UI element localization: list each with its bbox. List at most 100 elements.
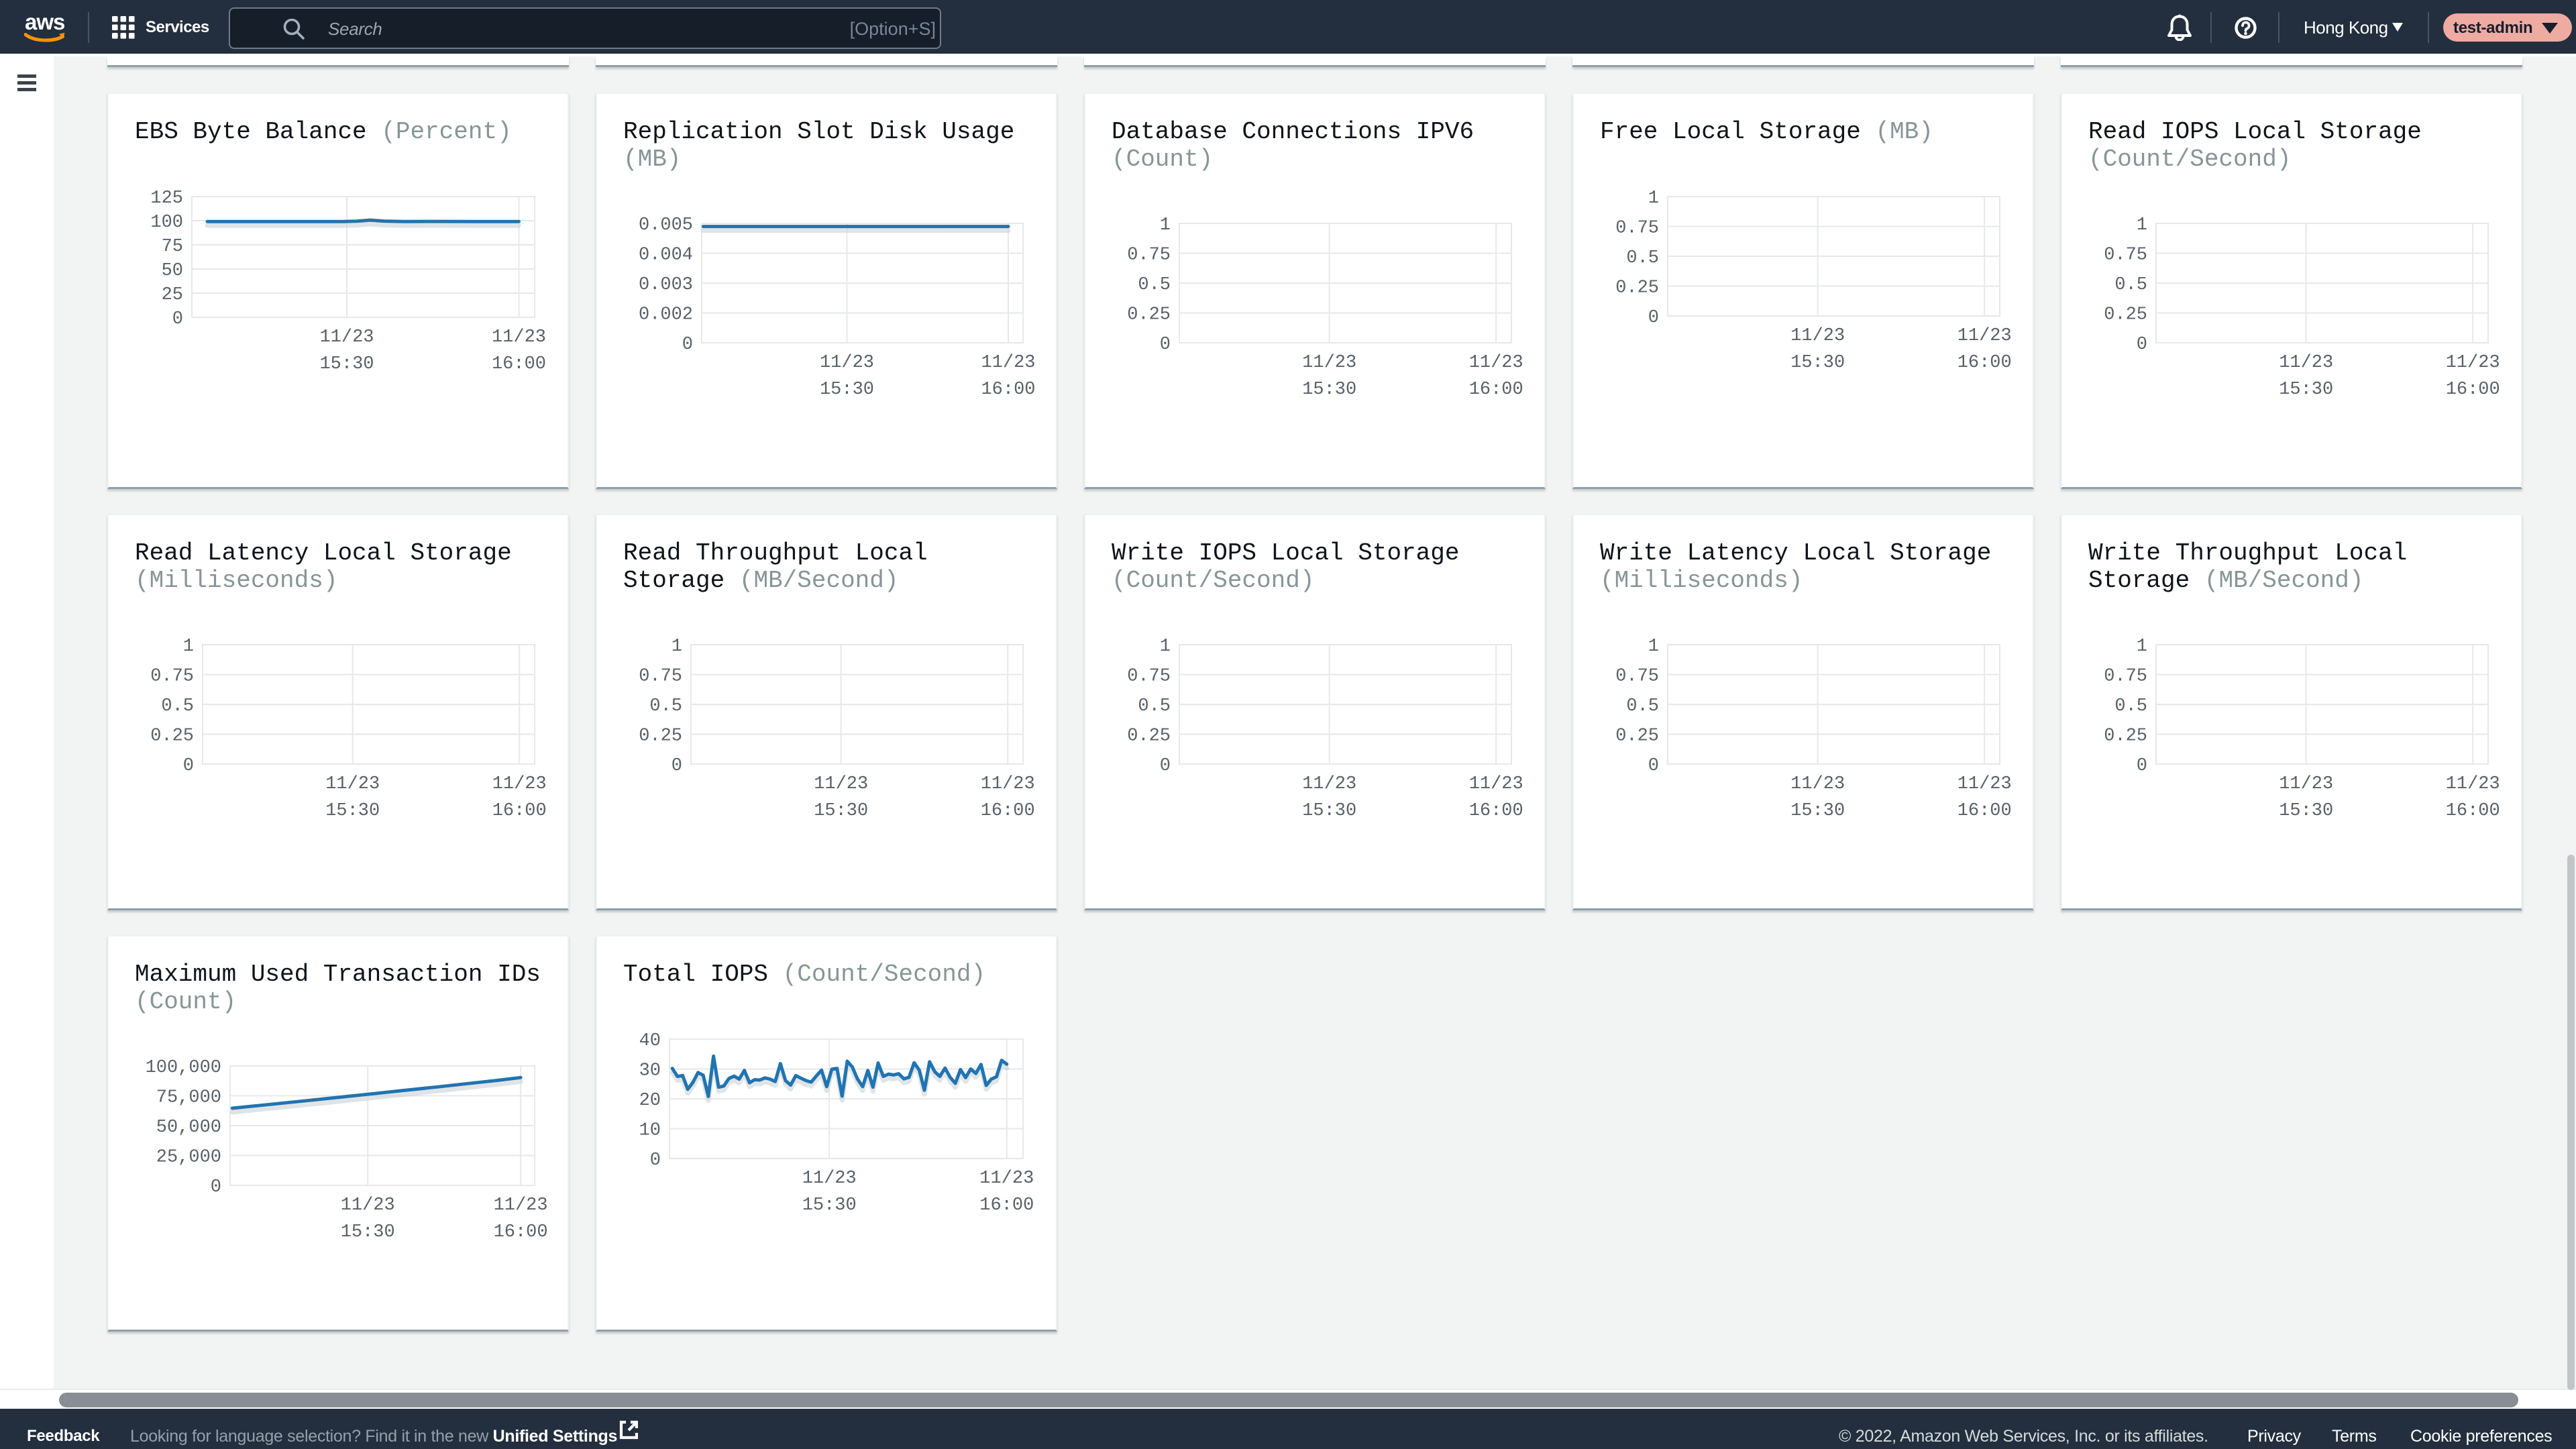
svg-text:15:30: 15:30 bbox=[814, 801, 868, 821]
svg-text:1: 1 bbox=[183, 637, 194, 657]
svg-text:0.25: 0.25 bbox=[1127, 305, 1171, 325]
svg-text:15:30: 15:30 bbox=[2279, 380, 2333, 400]
svg-text:15:30: 15:30 bbox=[802, 1195, 857, 1216]
svg-text:11/23: 11/23 bbox=[2279, 353, 2333, 373]
svg-text:11/23: 11/23 bbox=[1302, 774, 1356, 794]
svg-text:15:30: 15:30 bbox=[820, 380, 874, 400]
svg-text:11/23: 11/23 bbox=[1790, 326, 1845, 346]
svg-text:0: 0 bbox=[672, 756, 682, 776]
svg-text:1: 1 bbox=[672, 637, 682, 657]
svg-text:0: 0 bbox=[183, 756, 194, 776]
svg-text:11/23: 11/23 bbox=[802, 1169, 857, 1189]
svg-text:11/23: 11/23 bbox=[1957, 774, 2012, 794]
svg-text:0: 0 bbox=[211, 1177, 221, 1197]
svg-text:11/23: 11/23 bbox=[1469, 353, 1523, 373]
svg-text:0.004: 0.004 bbox=[639, 246, 693, 266]
svg-text:0.25: 0.25 bbox=[639, 727, 682, 747]
svg-text:16:00: 16:00 bbox=[2446, 380, 2500, 400]
svg-text:0.003: 0.003 bbox=[639, 275, 693, 295]
svg-text:11/23: 11/23 bbox=[981, 353, 1035, 373]
svg-text:25,000: 25,000 bbox=[156, 1148, 221, 1168]
svg-text:40: 40 bbox=[639, 1031, 661, 1051]
svg-text:11/23: 11/23 bbox=[1957, 326, 2012, 346]
svg-text:16:00: 16:00 bbox=[1957, 353, 2012, 373]
svg-text:16:00: 16:00 bbox=[1957, 801, 2012, 821]
svg-text:0: 0 bbox=[1648, 756, 1659, 776]
svg-text:10: 10 bbox=[639, 1121, 661, 1141]
svg-text:0.75: 0.75 bbox=[150, 667, 194, 687]
svg-text:1: 1 bbox=[1160, 637, 1171, 657]
svg-text:15:30: 15:30 bbox=[2279, 801, 2333, 821]
svg-text:15:30: 15:30 bbox=[1790, 801, 1845, 821]
svg-text:11/23: 11/23 bbox=[1302, 353, 1356, 373]
svg-text:100: 100 bbox=[150, 213, 183, 233]
svg-text:16:00: 16:00 bbox=[492, 354, 546, 374]
svg-text:0.75: 0.75 bbox=[2104, 246, 2147, 266]
svg-text:0.5: 0.5 bbox=[1138, 275, 1171, 295]
svg-text:11/23: 11/23 bbox=[494, 1195, 548, 1216]
svg-text:1: 1 bbox=[1160, 215, 1171, 235]
svg-text:50: 50 bbox=[162, 261, 183, 281]
svg-text:1: 1 bbox=[1648, 637, 1659, 657]
svg-text:20: 20 bbox=[639, 1091, 661, 1111]
svg-text:0.5: 0.5 bbox=[161, 696, 194, 716]
svg-text:16:00: 16:00 bbox=[979, 1195, 1034, 1216]
svg-text:0.75: 0.75 bbox=[1615, 219, 1659, 239]
svg-text:0: 0 bbox=[2137, 756, 2147, 776]
svg-text:0: 0 bbox=[172, 309, 183, 329]
svg-text:0: 0 bbox=[1160, 335, 1171, 355]
svg-text:1: 1 bbox=[2137, 637, 2147, 657]
svg-text:30: 30 bbox=[639, 1061, 661, 1081]
svg-text:0.25: 0.25 bbox=[150, 727, 194, 747]
svg-text:1: 1 bbox=[2137, 215, 2147, 235]
svg-text:0.75: 0.75 bbox=[1615, 667, 1659, 687]
svg-text:0.5: 0.5 bbox=[2114, 275, 2147, 295]
svg-text:15:30: 15:30 bbox=[1302, 801, 1356, 821]
svg-text:0.75: 0.75 bbox=[2104, 667, 2147, 687]
svg-text:0.5: 0.5 bbox=[1626, 696, 1659, 716]
svg-text:11/23: 11/23 bbox=[2446, 774, 2500, 794]
svg-text:0.75: 0.75 bbox=[1127, 246, 1171, 266]
svg-text:11/23: 11/23 bbox=[981, 774, 1035, 794]
svg-text:11/23: 11/23 bbox=[2279, 774, 2333, 794]
svg-text:0.75: 0.75 bbox=[1127, 667, 1171, 687]
svg-text:15:30: 15:30 bbox=[319, 354, 374, 374]
svg-text:0.25: 0.25 bbox=[1615, 278, 1659, 299]
svg-text:0.25: 0.25 bbox=[2104, 305, 2147, 325]
svg-text:16:00: 16:00 bbox=[1469, 801, 1523, 821]
svg-text:0.002: 0.002 bbox=[639, 305, 693, 325]
svg-text:11/23: 11/23 bbox=[814, 774, 868, 794]
svg-text:16:00: 16:00 bbox=[981, 801, 1035, 821]
svg-text:0.75: 0.75 bbox=[639, 667, 682, 687]
svg-text:15:30: 15:30 bbox=[325, 801, 380, 821]
svg-text:aws: aws bbox=[25, 11, 64, 34]
svg-text:15:30: 15:30 bbox=[1790, 353, 1845, 373]
svg-text:0.5: 0.5 bbox=[1138, 696, 1171, 716]
svg-text:100,000: 100,000 bbox=[146, 1058, 221, 1078]
svg-text:11/23: 11/23 bbox=[820, 353, 874, 373]
svg-text:16:00: 16:00 bbox=[2446, 801, 2500, 821]
svg-text:1: 1 bbox=[1648, 189, 1659, 209]
svg-text:75,000: 75,000 bbox=[156, 1088, 221, 1108]
svg-text:16:00: 16:00 bbox=[492, 801, 547, 821]
svg-text:15:30: 15:30 bbox=[341, 1222, 395, 1242]
svg-text:11/23: 11/23 bbox=[492, 774, 547, 794]
svg-text:50,000: 50,000 bbox=[156, 1118, 221, 1138]
svg-text:0: 0 bbox=[682, 335, 693, 355]
svg-text:11/23: 11/23 bbox=[1790, 774, 1845, 794]
svg-text:16:00: 16:00 bbox=[981, 380, 1035, 400]
svg-text:11/23: 11/23 bbox=[319, 327, 374, 347]
svg-text:16:00: 16:00 bbox=[1469, 380, 1523, 400]
svg-text:0.5: 0.5 bbox=[2114, 696, 2147, 716]
svg-text:15:30: 15:30 bbox=[1302, 380, 1356, 400]
svg-text:11/23: 11/23 bbox=[979, 1169, 1034, 1189]
svg-text:11/23: 11/23 bbox=[341, 1195, 395, 1216]
svg-text:0.25: 0.25 bbox=[1127, 727, 1171, 747]
svg-text:0: 0 bbox=[2137, 335, 2147, 355]
svg-text:11/23: 11/23 bbox=[492, 327, 546, 347]
svg-text:11/23: 11/23 bbox=[1469, 774, 1523, 794]
svg-text:0.5: 0.5 bbox=[1626, 248, 1659, 268]
svg-text:0.25: 0.25 bbox=[1615, 727, 1659, 747]
svg-text:25: 25 bbox=[162, 285, 183, 305]
svg-text:0: 0 bbox=[1648, 308, 1659, 328]
